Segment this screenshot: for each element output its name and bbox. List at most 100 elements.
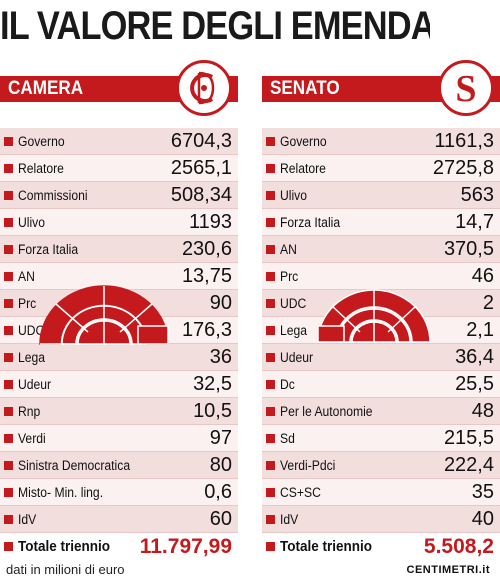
table-row: IdV 60: [0, 506, 238, 533]
row-label: Per le Autonomie: [280, 404, 373, 419]
row-label: IdV: [18, 512, 37, 527]
table-row: Lega 36: [0, 344, 238, 371]
row-label: UDC: [280, 296, 307, 311]
row-value: 14,7: [455, 211, 494, 233]
row-value: 35: [471, 481, 494, 503]
table-row: Relatore 2565,1: [0, 155, 238, 182]
row-value: 1193: [188, 211, 232, 233]
row-label: CS+SC: [280, 485, 321, 500]
row-label: Forza Italia: [280, 215, 341, 230]
bullet-icon: [4, 353, 13, 362]
bullet-icon: [266, 461, 275, 470]
row-value: 6704,3: [170, 130, 232, 152]
bullet-icon: [4, 272, 13, 281]
row-label: IdV: [280, 512, 299, 527]
camera-header-label: CAMERA: [8, 78, 84, 99]
row-label: Verdi: [18, 431, 46, 446]
row-label: AN: [280, 242, 297, 257]
row-value: 2565,1: [170, 157, 232, 179]
table-row: Sinistra Democratica 80: [0, 452, 238, 479]
bullet-icon: [266, 191, 275, 200]
table-row: Rnp 10,5: [0, 398, 238, 425]
table-row: Sd 215,5: [262, 425, 500, 452]
senato-table: Governo 1161,3 Relatore 2725,8 Ulivo 563 Forza…: [262, 128, 500, 533]
bullet-icon: [266, 353, 275, 362]
bullet-icon: [4, 542, 13, 551]
table-row: Ulivo 1193: [0, 209, 238, 236]
row-value: 13,75: [181, 265, 232, 287]
row-value: 25,5: [455, 373, 494, 395]
table-row: Udeur 32,5: [0, 371, 238, 398]
bullet-icon: [266, 272, 275, 281]
table-row: Governo 6704,3: [0, 128, 238, 155]
bullet-icon: [4, 164, 13, 173]
row-value: 0,6: [204, 481, 232, 503]
table-row: Per le Autonomie 48: [262, 398, 500, 425]
table-row: Ulivo 563: [262, 182, 500, 209]
bullet-icon: [266, 299, 275, 308]
row-label: Ulivo: [280, 188, 308, 203]
table-row: AN 13,75: [0, 263, 238, 290]
table-row: UDC 176,3: [0, 317, 238, 344]
row-value: 176,3: [181, 319, 232, 341]
row-label: Prc: [280, 269, 299, 284]
row-label: AN: [18, 269, 35, 284]
row-value: 215,5: [443, 427, 494, 449]
row-label: Forza Italia: [18, 242, 79, 257]
bullet-icon: [266, 218, 275, 227]
row-label: Governo: [280, 134, 327, 149]
row-label: Relatore: [280, 161, 326, 176]
row-value: 563: [460, 184, 494, 206]
footer-credit: CENTIMETRI.it: [406, 564, 490, 576]
bullet-icon: [4, 407, 13, 416]
bullet-icon: [266, 434, 275, 443]
row-value: 1161,3: [434, 130, 494, 152]
row-value: 90: [209, 292, 232, 314]
senato-total-value: 5.508,2: [423, 535, 494, 558]
bullet-icon: [4, 488, 13, 497]
bullet-icon: [266, 245, 275, 254]
bullet-icon: [266, 137, 275, 146]
row-label: Udeur: [280, 350, 314, 365]
bullet-icon: [4, 380, 13, 389]
row-value: 222,4: [443, 454, 494, 476]
page-title: IL VALORE DEGLI EMENDAMENTI: [0, 4, 430, 48]
camera-table: Governo 6704,3 Relatore 2565,1 Commissioni 50…: [0, 128, 238, 533]
bullet-icon: [266, 164, 275, 173]
table-row: Commissioni 508,34: [0, 182, 238, 209]
table-row: Dc 25,5: [262, 371, 500, 398]
senato-s-icon: S: [438, 60, 494, 116]
bullet-icon: [266, 488, 275, 497]
row-label: Verdi-Pdci: [280, 458, 336, 473]
row-value: 36: [209, 346, 232, 368]
row-label: Lega: [280, 323, 308, 338]
table-row: Lega 2,1: [262, 317, 500, 344]
row-label: Misto- Min. ling.: [18, 485, 104, 500]
bullet-icon: [4, 434, 13, 443]
bullet-icon: [4, 137, 13, 146]
camera-panel: CAMERA Governo 6704,3 Relatore 2565,1 Commis…: [0, 60, 238, 560]
row-label: Sinistra Democratica: [18, 458, 131, 473]
row-value: 46: [471, 265, 494, 287]
bullet-icon: [4, 245, 13, 254]
table-row: CS+SC 35: [262, 479, 500, 506]
row-value: 370,5: [443, 238, 494, 260]
row-value: 508,34: [170, 184, 232, 206]
senato-total-row: Totale triennio 5.508,2: [262, 533, 500, 560]
table-row: UDC 2: [262, 290, 500, 317]
camera-total-row: Totale triennio 11.797,99: [0, 533, 238, 560]
bullet-icon: [266, 542, 275, 551]
row-value: 80: [209, 454, 232, 476]
row-value: 2,1: [466, 319, 494, 341]
row-value: 40: [471, 508, 494, 530]
row-value: 36,4: [455, 346, 494, 368]
row-value: 10,5: [193, 400, 232, 422]
row-value: 48: [471, 400, 494, 422]
row-value: 2: [482, 292, 494, 314]
bullet-icon: [266, 515, 275, 524]
row-label: Governo: [18, 134, 65, 149]
row-value: 32,5: [193, 373, 232, 395]
row-label: Commissioni: [18, 188, 88, 203]
table-row: Governo 1161,3: [262, 128, 500, 155]
row-label: UDC: [18, 323, 45, 338]
